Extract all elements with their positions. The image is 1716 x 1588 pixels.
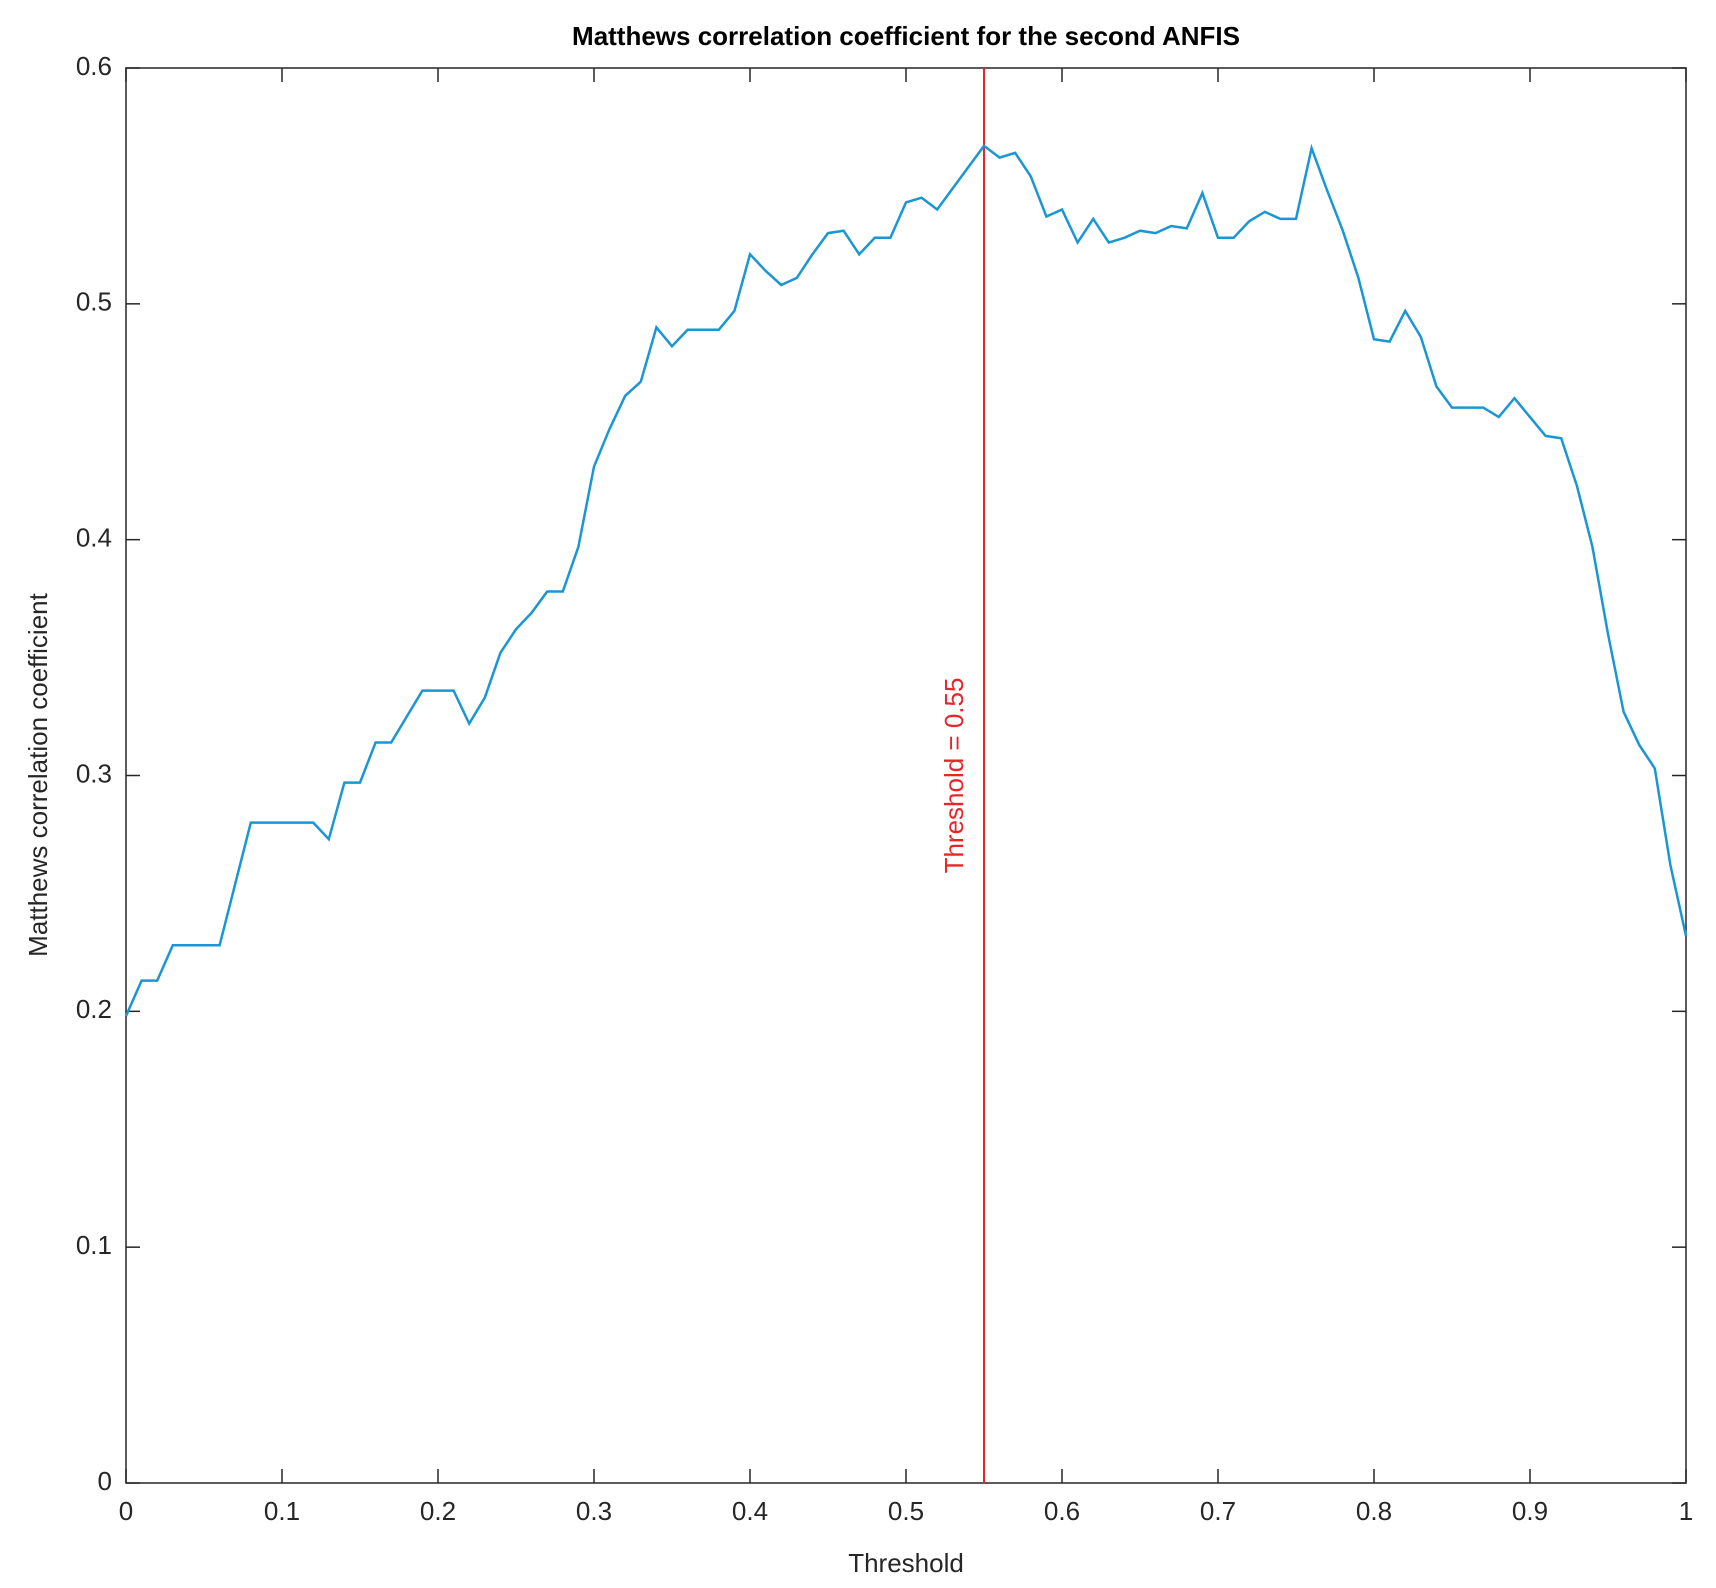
chart-title: Matthews correlation coefficient for the… xyxy=(572,21,1240,51)
y-tick-label: 0.1 xyxy=(76,1230,112,1260)
x-tick-label: 0.7 xyxy=(1200,1496,1236,1526)
x-axis-label: Threshold xyxy=(848,1548,964,1578)
x-tick-label: 0.3 xyxy=(576,1496,612,1526)
x-tick-label: 1 xyxy=(1679,1496,1693,1526)
y-tick-label: 0 xyxy=(98,1466,112,1496)
x-tick-label: 0.2 xyxy=(420,1496,456,1526)
plot-frame xyxy=(125,67,1687,1484)
data-line xyxy=(124,143,1688,1017)
y-tick-label: 0.2 xyxy=(76,994,112,1024)
x-tick-label: 0.5 xyxy=(888,1496,924,1526)
y-axis-label: Matthews correlation coefficient xyxy=(23,592,53,956)
y-tick-label: 0.4 xyxy=(76,523,112,553)
x-tick-label: 0.1 xyxy=(264,1496,300,1526)
x-tick-label: 0 xyxy=(119,1496,133,1526)
x-tick-label: 0.8 xyxy=(1356,1496,1392,1526)
x-tick-label: 0.4 xyxy=(732,1496,768,1526)
y-tick-label: 0.3 xyxy=(76,758,112,788)
x-tick-label: 0.9 xyxy=(1512,1496,1548,1526)
threshold-label: Threshold = 0.55 xyxy=(939,678,969,874)
y-tick-label: 0.5 xyxy=(76,287,112,317)
y-tick-label: 0.6 xyxy=(76,51,112,81)
x-tick-label: 0.6 xyxy=(1044,1496,1080,1526)
